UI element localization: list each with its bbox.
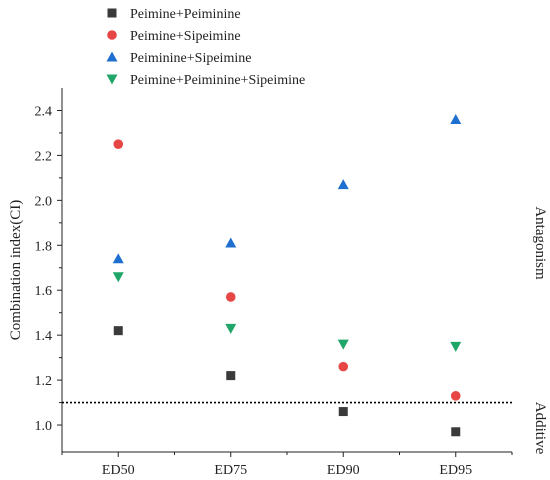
x-tick-label: ED75 — [214, 463, 247, 478]
legend-label: Peimine+Peiminine+Sipeimine — [130, 73, 305, 88]
data-point — [338, 407, 348, 417]
legend-marker — [107, 30, 117, 40]
data-point — [338, 361, 349, 372]
legend-label: Peimine+Sipeimine — [130, 29, 241, 44]
data-point — [113, 139, 124, 149]
data-point — [112, 272, 124, 283]
data-point — [450, 341, 462, 352]
data-point — [225, 237, 237, 248]
y-tick-label: 1.6 — [35, 284, 53, 299]
legend-marker — [106, 51, 118, 62]
data-point — [450, 113, 462, 124]
data-point — [450, 391, 461, 401]
legend-label: Peiminine+Sipeimine — [130, 51, 251, 66]
data-points — [112, 113, 462, 437]
x-tick-label: ED95 — [439, 463, 472, 478]
legend-label: Peimine+Peiminine — [130, 7, 241, 22]
y-axis-title: Combination index(CI) — [8, 200, 24, 340]
data-point — [337, 339, 349, 350]
legend-marker — [106, 74, 118, 85]
additive-label: Additive — [532, 402, 548, 455]
data-point — [226, 371, 236, 381]
data-point — [451, 427, 461, 437]
x-axis-ticks: ED50 ED75 ED90 ED95 — [61, 452, 513, 478]
data-point — [337, 179, 349, 190]
y-tick-label: 1.2 — [35, 374, 53, 389]
data-point — [113, 326, 123, 336]
antagonism-label: Antagonism — [532, 206, 548, 280]
y-tick-label: 2.2 — [35, 149, 53, 164]
y-tick-label: 1.8 — [35, 239, 53, 254]
x-tick-label: ED50 — [102, 463, 135, 478]
x-tick-label: ED90 — [327, 463, 360, 478]
legend-marker — [107, 8, 117, 18]
y-tick-label: 2.0 — [35, 194, 53, 209]
data-point — [225, 292, 236, 302]
y-axis-ticks: 1.0 1.2 1.4 1.6 1.8 2.0 2.2 2.4 — [35, 104, 62, 434]
y-tick-label: 2.4 — [35, 104, 53, 119]
data-point — [225, 323, 237, 334]
data-point — [112, 253, 124, 264]
y-tick-label: 1.0 — [35, 419, 53, 434]
legend: Peimine+Peiminine Peimine+Sipeimine Peimin… — [106, 7, 305, 88]
y-tick-label: 1.4 — [35, 329, 53, 344]
